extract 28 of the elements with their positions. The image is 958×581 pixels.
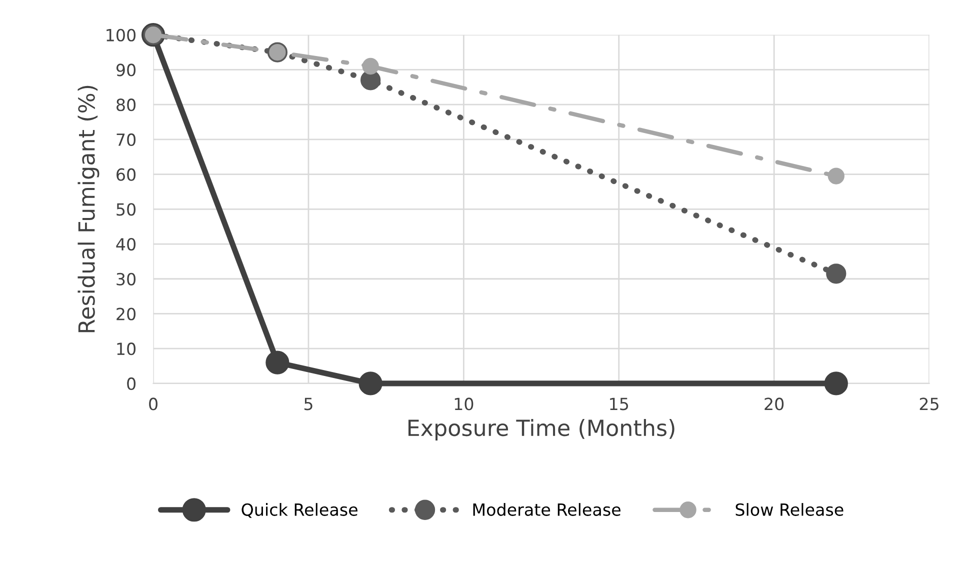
- point: [362, 58, 379, 75]
- point: [828, 168, 844, 184]
- legend-label: Moderate Release: [473, 503, 620, 516]
- x-tick-label: 10: [454, 398, 474, 410]
- y-tick-label: 20: [116, 308, 136, 320]
- y-tick-label: 90: [116, 64, 136, 76]
- y-tick-label: 60: [116, 168, 136, 181]
- x-tick-label: 0: [149, 398, 158, 410]
- point: [266, 350, 290, 374]
- x-tick-label: 25: [920, 398, 938, 410]
- y-tick-label: 10: [117, 342, 136, 356]
- y-tick-label: 100: [106, 28, 136, 42]
- point: [358, 372, 382, 396]
- x-tick-label: 15: [610, 398, 628, 410]
- y-tick-label: 30: [116, 272, 136, 286]
- point: [824, 372, 848, 396]
- y-tick-label: 70: [116, 133, 136, 146]
- y-axis-title: Residual Fumigant (%): [78, 86, 100, 332]
- y-tick-label: 50: [116, 203, 136, 216]
- y-tick-label: 40: [116, 238, 136, 251]
- x-axis-title: Exposure Time (Months): [408, 419, 674, 441]
- x-tick-label: 20: [764, 398, 784, 410]
- y-tick-label: 0: [127, 377, 136, 390]
- legend-label: Slow Release: [736, 503, 844, 516]
- x-tick-label: 5: [304, 398, 312, 410]
- legend-label: Quick Release: [242, 503, 358, 518]
- point: [826, 264, 846, 284]
- y-tick-label: 80: [116, 98, 136, 112]
